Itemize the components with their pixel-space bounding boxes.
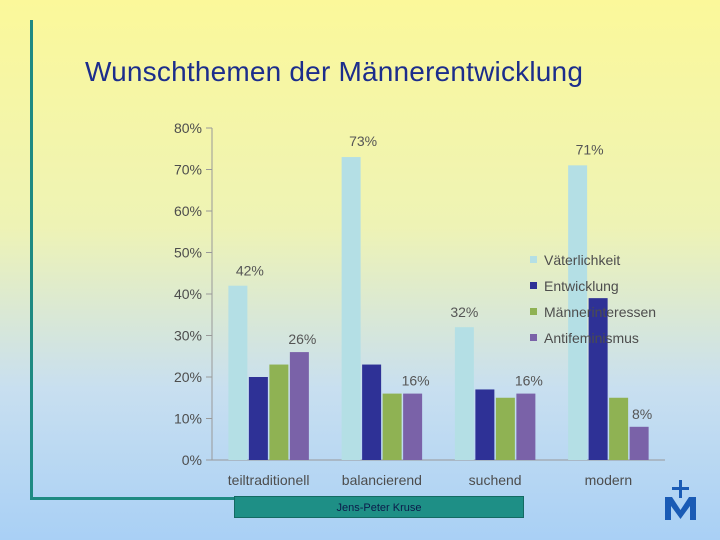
x-tick-label: teiltraditionell xyxy=(228,472,310,488)
y-tick-label: 30% xyxy=(174,328,202,344)
data-label: 42% xyxy=(236,263,264,279)
data-label: 71% xyxy=(576,141,604,157)
bar-4-4 xyxy=(629,426,649,460)
bar-3-2 xyxy=(382,393,402,460)
legend-swatch xyxy=(530,334,537,341)
bar-1-1 xyxy=(228,285,248,460)
bar-3-3 xyxy=(495,397,515,460)
bar-1-3 xyxy=(454,327,474,460)
y-tick-label: 40% xyxy=(174,286,202,302)
y-tick-label: 50% xyxy=(174,245,202,261)
bar-3-1 xyxy=(269,364,289,460)
bar-4-2 xyxy=(403,393,423,460)
left-decor-line xyxy=(30,20,33,500)
y-tick-label: 10% xyxy=(174,411,202,427)
legend-label: Männerinteressen xyxy=(544,304,656,320)
y-tick-label: 60% xyxy=(174,203,202,219)
data-label: 16% xyxy=(402,373,430,389)
y-tick-label: 70% xyxy=(174,162,202,178)
data-label: 73% xyxy=(349,133,377,149)
y-tick-label: 80% xyxy=(174,120,202,136)
bar-2-1 xyxy=(248,377,268,460)
bottom-decor-line xyxy=(30,497,350,500)
bar-1-4 xyxy=(568,165,588,460)
bar-2-4 xyxy=(588,298,608,460)
bar-4-1 xyxy=(289,352,309,460)
bar-3-4 xyxy=(609,397,629,460)
x-tick-label: balancierend xyxy=(342,472,422,488)
bar-2-2 xyxy=(362,364,382,460)
data-label: 26% xyxy=(288,331,316,347)
bar-2-3 xyxy=(475,389,495,460)
bar-4-3 xyxy=(516,393,536,460)
y-tick-label: 20% xyxy=(174,369,202,385)
bar-1-2 xyxy=(341,157,361,461)
data-label: 8% xyxy=(632,406,652,422)
x-tick-label: modern xyxy=(585,472,632,488)
legend-label: Väterlichkeit xyxy=(544,252,620,268)
legend-swatch xyxy=(530,308,537,315)
x-tick-label: suchend xyxy=(469,472,522,488)
slide-title: Wunschthemen der Männerentwicklung xyxy=(85,56,584,87)
legend-swatch xyxy=(530,282,537,289)
data-label: 16% xyxy=(515,373,543,389)
legend-label: Antifeminismus xyxy=(544,330,639,346)
data-label: 32% xyxy=(450,304,478,320)
y-tick-label: 0% xyxy=(182,452,202,468)
cross-m-logo-icon xyxy=(665,480,696,520)
footer-author: Jens-Peter Kruse xyxy=(234,496,524,518)
legend-swatch xyxy=(530,256,537,263)
legend-label: Entwicklung xyxy=(544,278,619,294)
